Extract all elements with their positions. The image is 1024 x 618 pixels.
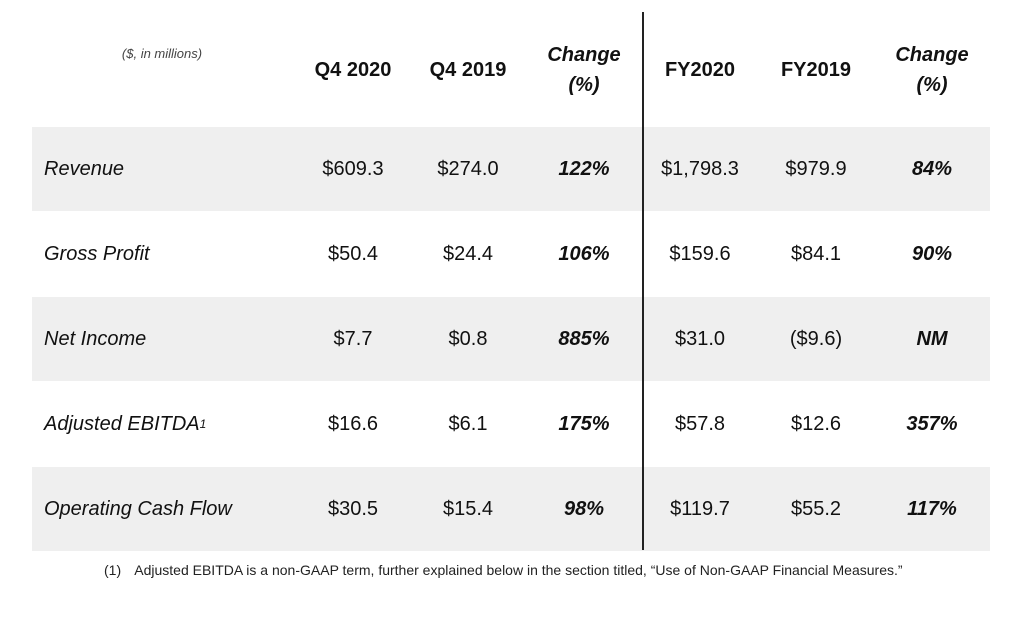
value-fy-change: 84%	[911, 158, 953, 180]
value-fy2020: $31.0	[674, 328, 726, 350]
value-q4-2019: $6.1	[448, 413, 488, 435]
row-label: Operating Cash Flow	[44, 467, 284, 551]
header-quarter-change-line2: (%)	[568, 74, 600, 96]
value-quarter-change: 106%	[558, 243, 610, 265]
value-fy2019: $84.1	[790, 243, 842, 265]
header-q4-2019: Q4 2019	[429, 59, 507, 81]
value-fy2019: $55.2	[790, 498, 842, 520]
header-quarter-change-line1: Change	[547, 44, 621, 66]
row-label: Gross Profit	[44, 212, 284, 296]
header-fy-change: Change (%)	[876, 40, 988, 100]
value-fy2020: $1,798.3	[661, 158, 739, 180]
row-label: Net Income	[44, 297, 284, 381]
value-fy2020: $57.8	[674, 413, 726, 435]
value-fy-change: NM	[916, 328, 948, 350]
value-fy2019: $979.9	[785, 158, 847, 180]
value-q4-2019: $274.0	[437, 158, 499, 180]
value-quarter-change: 885%	[558, 328, 610, 350]
value-fy2019: $12.6	[790, 413, 842, 435]
value-quarter-change: 175%	[558, 413, 610, 435]
row-label-text: Revenue	[44, 158, 125, 180]
value-q4-2020: $16.6	[327, 413, 379, 435]
units-label: ($, in millions)	[121, 46, 203, 61]
value-q4-2020: $30.5	[327, 498, 379, 520]
value-fy2020: $159.6	[669, 243, 731, 265]
value-quarter-change: 122%	[558, 158, 610, 180]
header-fy2019: FY2019	[780, 59, 852, 81]
value-fy2019: ($9.6)	[789, 328, 843, 350]
row-background	[32, 297, 990, 381]
header-fy-change-line1: Change	[895, 44, 969, 66]
value-q4-2019: $15.4	[442, 498, 494, 520]
value-q4-2020: $50.4	[327, 243, 379, 265]
row-label: Revenue	[44, 127, 284, 211]
value-fy2020: $119.7	[670, 498, 730, 520]
value-fy-change: 90%	[911, 243, 953, 265]
footnote-number: (1)	[104, 562, 122, 578]
footnote-text: Adjusted EBITDA is a non-GAAP term, furt…	[134, 562, 903, 578]
value-fy-change: 357%	[906, 413, 958, 435]
row-label-text: Adjusted EBITDA	[44, 413, 200, 435]
header-fy2020: FY2020	[664, 59, 736, 81]
value-fy-change: 117%	[907, 498, 957, 520]
header-q4-2020: Q4 2020	[314, 59, 392, 81]
row-label-text: Operating Cash Flow	[44, 498, 232, 520]
row-label-text: Net Income	[44, 328, 147, 350]
row-background	[32, 127, 990, 211]
value-q4-2019: $0.8	[448, 328, 488, 350]
header-fy-change-line2: (%)	[916, 74, 948, 96]
row-label-text: Gross Profit	[44, 243, 150, 265]
value-quarter-change: 98%	[563, 498, 605, 520]
quarter-year-divider	[642, 12, 644, 550]
value-q4-2020: $7.7	[333, 328, 373, 350]
value-q4-2020: $609.3	[322, 158, 384, 180]
value-q4-2019: $24.4	[442, 243, 494, 265]
header-quarter-change: Change (%)	[530, 40, 638, 100]
row-label: Adjusted EBITDA 1	[44, 382, 284, 466]
footnote: (1) Adjusted EBITDA is a non-GAAP term, …	[104, 562, 903, 578]
row-background	[32, 467, 990, 551]
